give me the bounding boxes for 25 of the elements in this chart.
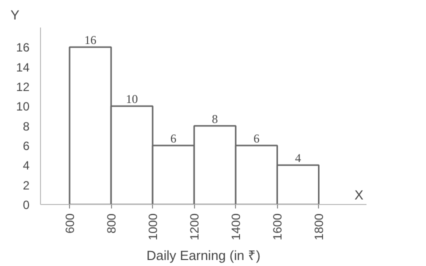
y-tick-label: 4 — [22, 158, 30, 173]
data-label: 4 — [294, 151, 301, 166]
x-tick-label: 1200 — [188, 213, 202, 240]
y-tick-label: 14 — [16, 60, 30, 74]
x-axis-title: Daily Earning (in ₹) — [146, 248, 260, 264]
y-tick-label: 10 — [16, 100, 30, 114]
x-tick-label: 600 — [63, 213, 78, 234]
annotation: X — [354, 188, 364, 202]
data-label: 10 — [126, 92, 138, 106]
y-axis-title: Y — [10, 8, 20, 22]
x-tick-label: 1800 — [312, 213, 326, 240]
y-tick-label: 12 — [16, 80, 30, 94]
y-tick-label: 8 — [22, 119, 30, 134]
data-label: 16 — [84, 33, 96, 48]
data-label: 6 — [253, 132, 260, 146]
data-label: 6 — [170, 132, 176, 146]
y-tick-label: 16 — [16, 40, 30, 55]
y-tick-label: 0 — [22, 198, 30, 212]
data-label: 8 — [212, 112, 218, 126]
x-tick-label: 1600 — [270, 213, 285, 240]
x-tick-label: 800 — [104, 213, 119, 234]
y-tick-label: 6 — [22, 139, 30, 153]
x-tick-label: 1400 — [229, 213, 244, 240]
y-tick-label: 2 — [22, 178, 30, 192]
x-tick-label: 1000 — [146, 213, 160, 240]
